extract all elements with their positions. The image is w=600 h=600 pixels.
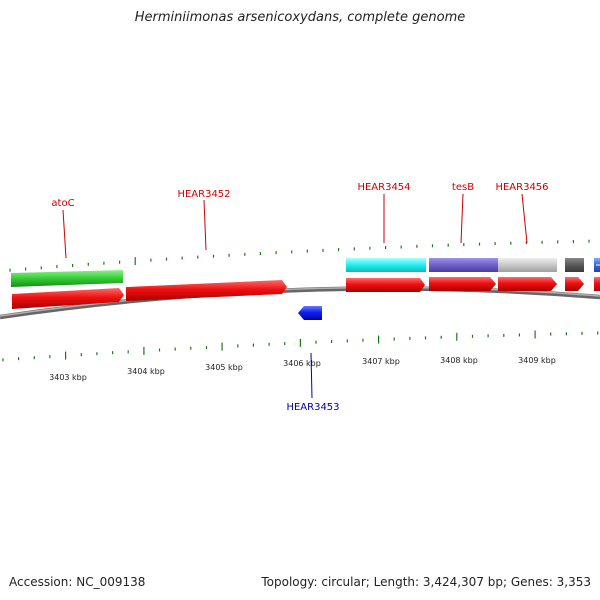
cds-arrow-small[interactable] (565, 277, 584, 291)
gene-label-HEAR3454[interactable]: HEAR3454 (357, 182, 410, 193)
cds-arrow-HEAR3454[interactable] (346, 278, 425, 292)
scale-label-3409: 3409 kbp (518, 356, 556, 365)
genome-title: Herminiimonas arsenicoxydans, complete g… (134, 10, 466, 25)
scale-label-3405: 3405 kbp (205, 363, 243, 372)
inner-tick-marks (2, 330, 599, 362)
cds-arrow-edge[interactable] (594, 277, 600, 291)
genome-backbone (0, 286, 600, 320)
cds-arrow-HEAR3456[interactable] (498, 277, 557, 291)
outer-tick-marks (9, 239, 590, 272)
gene-callout-lines (62, 193, 528, 399)
scale-label-3403: 3403 kbp (49, 373, 87, 382)
scale-label-3404: 3404 kbp (127, 367, 165, 376)
gene-feature-atoC-green[interactable] (11, 270, 123, 287)
gene-label-tesB[interactable]: tesB (452, 182, 474, 193)
scale-label-3408: 3408 kbp (440, 356, 478, 365)
scale-label-3406: 3406 kbp (283, 359, 321, 368)
scale-label-3407: 3407 kbp (362, 357, 400, 366)
cds-arrow-atoC[interactable] (12, 288, 124, 309)
cds-arrow-HEAR3453[interactable] (298, 306, 322, 320)
gene-feature-tesB-purple[interactable] (429, 258, 498, 272)
gene-feature-HEAR3456-lightgray[interactable] (498, 258, 557, 272)
genome-stats-text: Topology: circular; Length: 3,424,307 bp… (261, 575, 591, 589)
gene-feature-HEAR3454-cyan[interactable] (346, 258, 426, 272)
gene-label-HEAR3456[interactable]: HEAR3456 (495, 182, 548, 193)
cds-arrow-HEAR3452[interactable] (126, 280, 287, 301)
cds-arrow-tesB[interactable] (429, 277, 496, 291)
gene-label-HEAR3453[interactable]: HEAR3453 (286, 402, 339, 413)
gene-label-HEAR3452[interactable]: HEAR3452 (177, 189, 230, 200)
gene-feature-darkgray[interactable] (565, 258, 584, 272)
accession-text: Accession: NC_009138 (9, 575, 146, 589)
gene-label-atoC[interactable]: atoC (51, 198, 74, 209)
